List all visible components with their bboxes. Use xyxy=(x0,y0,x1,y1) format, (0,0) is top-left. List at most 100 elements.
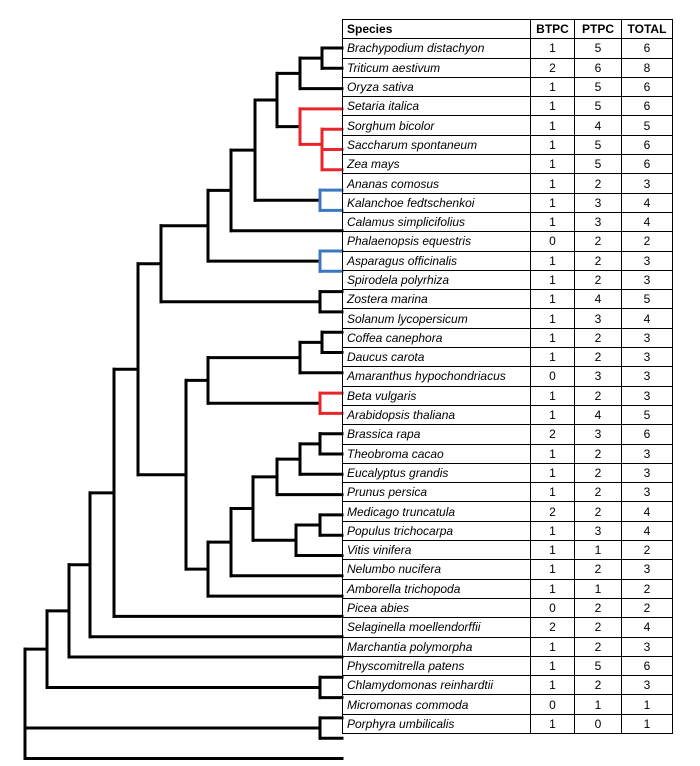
table-row: Prunus persica 1 2 3 xyxy=(342,482,673,503)
species-name: Zea mays xyxy=(342,154,531,175)
table-row: Selaginella moellendorffii 2 2 4 xyxy=(342,617,673,638)
table-header-row: Species BTPC PTPC TOTAL xyxy=(342,18,673,40)
ptpc-value: 6 xyxy=(574,57,622,78)
ptpc-value: 2 xyxy=(574,347,622,368)
species-name: Saccharum spontaneum xyxy=(342,134,531,156)
total-value: 2 xyxy=(621,231,673,252)
species-name: Calamus simplicifolius xyxy=(342,211,531,233)
table-row: Asparagus officinalis 1 2 3 xyxy=(342,250,673,271)
total-value: 2 xyxy=(621,597,673,619)
btpc-value: 1 xyxy=(530,269,575,291)
ptpc-value: 2 xyxy=(574,231,622,252)
total-value: 3 xyxy=(621,636,673,657)
btpc-value: 2 xyxy=(530,424,575,445)
total-value: 3 xyxy=(621,347,673,368)
total-value: 6 xyxy=(621,154,673,175)
total-value: 2 xyxy=(621,540,673,561)
ptpc-value: 4 xyxy=(574,404,622,426)
table-row: Picea abies 0 2 2 xyxy=(342,597,673,619)
species-name: Eucalyptus grandis xyxy=(342,462,531,484)
table-row: Ananas comosus 1 2 3 xyxy=(342,173,673,194)
total-value: 4 xyxy=(621,520,673,542)
table-row: Porphyra umbilicalis 1 0 1 xyxy=(342,713,673,734)
ptpc-value: 3 xyxy=(574,520,622,542)
table-row: Solanum lycopersicum 1 3 4 xyxy=(342,308,673,329)
btpc-value: 2 xyxy=(530,501,575,522)
btpc-value: 1 xyxy=(530,578,575,599)
btpc-value: 1 xyxy=(530,385,575,406)
species-name: Populus trichocarpa xyxy=(342,520,531,542)
btpc-value: 0 xyxy=(530,366,575,387)
total-value: 2 xyxy=(621,578,673,599)
btpc-value: 1 xyxy=(530,96,575,117)
btpc-value: 2 xyxy=(530,617,575,638)
total-value: 3 xyxy=(621,559,673,580)
ptpc-value: 3 xyxy=(574,308,622,329)
ptpc-value: 2 xyxy=(574,269,622,291)
species-name: Asparagus officinalis xyxy=(342,250,531,271)
ptpc-value: 2 xyxy=(574,617,622,638)
species-table: Species BTPC PTPC TOTAL Brachypodium dis… xyxy=(342,18,673,734)
btpc-value: 1 xyxy=(530,115,575,136)
total-value: 3 xyxy=(621,675,673,696)
species-name: Kalanchoe fedtschenkoi xyxy=(342,192,531,213)
species-name: Theobroma cacao xyxy=(342,443,531,464)
table-row: Zostera marina 1 4 5 xyxy=(342,289,673,310)
btpc-value: 1 xyxy=(530,250,575,271)
total-value: 3 xyxy=(621,366,673,387)
total-value: 3 xyxy=(621,269,673,291)
table-row: Marchantia polymorpha 1 2 3 xyxy=(342,636,673,657)
table-row: Medicago truncatula 2 2 4 xyxy=(342,501,673,522)
species-name: Nelumbo nucifera xyxy=(342,559,531,580)
species-name: Daucus carota xyxy=(342,347,531,368)
species-name: Medicago truncatula xyxy=(342,501,531,522)
ptpc-value: 2 xyxy=(574,559,622,580)
btpc-value: 1 xyxy=(530,559,575,580)
btpc-value: 1 xyxy=(530,192,575,213)
table-row: Spirodela polyrhiza 1 2 3 xyxy=(342,269,673,291)
total-value: 4 xyxy=(621,192,673,213)
species-name: Brassica rapa xyxy=(342,424,531,445)
total-value: 8 xyxy=(621,57,673,78)
species-name: Porphyra umbilicalis xyxy=(342,713,531,734)
ptpc-value: 5 xyxy=(574,154,622,175)
species-name: Marchantia polymorpha xyxy=(342,636,531,657)
table-row: Chlamydomonas reinhardtii 1 2 3 xyxy=(342,675,673,696)
table-row: Triticum aestivum 2 6 8 xyxy=(342,57,673,78)
table-row: Calamus simplicifolius 1 3 4 xyxy=(342,211,673,233)
species-name: Picea abies xyxy=(342,597,531,619)
btpc-value: 1 xyxy=(530,347,575,368)
btpc-value: 1 xyxy=(530,404,575,426)
total-value: 5 xyxy=(621,289,673,310)
total-value: 6 xyxy=(621,134,673,156)
table-row: Nelumbo nucifera 1 2 3 xyxy=(342,559,673,580)
ptpc-value: 2 xyxy=(574,443,622,464)
ptpc-value: 2 xyxy=(574,327,622,349)
header-btpc: BTPC xyxy=(530,18,575,40)
table-row: Micromonas commoda 0 1 1 xyxy=(342,694,673,715)
total-value: 6 xyxy=(621,38,673,59)
table-row: Setaria italica 1 5 6 xyxy=(342,96,673,117)
ptpc-value: 0 xyxy=(574,713,622,734)
ptpc-value: 3 xyxy=(574,211,622,233)
ptpc-value: 5 xyxy=(574,38,622,59)
table-row: Saccharum spontaneum 1 5 6 xyxy=(342,134,673,156)
species-name: Phalaenopsis equestris xyxy=(342,231,531,252)
btpc-value: 1 xyxy=(530,38,575,59)
total-value: 6 xyxy=(621,424,673,445)
total-value: 4 xyxy=(621,501,673,522)
total-value: 4 xyxy=(621,617,673,638)
ptpc-value: 2 xyxy=(574,636,622,657)
btpc-value: 0 xyxy=(530,231,575,252)
total-value: 3 xyxy=(621,443,673,464)
ptpc-value: 4 xyxy=(574,289,622,310)
header-species: Species xyxy=(342,18,531,40)
species-name: Sorghum bicolor xyxy=(342,115,531,136)
table-row: Coffea canephora 1 2 3 xyxy=(342,327,673,349)
total-value: 3 xyxy=(621,250,673,271)
table-row: Arabidopsis thaliana 1 4 5 xyxy=(342,404,673,426)
total-value: 3 xyxy=(621,173,673,194)
species-name: Ananas comosus xyxy=(342,173,531,194)
table-row: Zea mays 1 5 6 xyxy=(342,154,673,175)
